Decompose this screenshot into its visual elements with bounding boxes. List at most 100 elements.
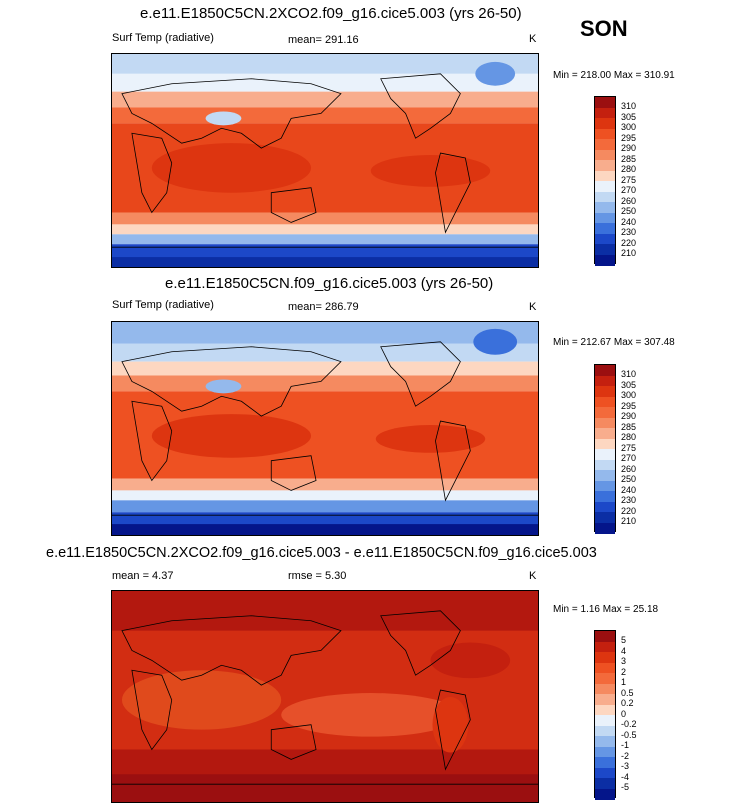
colorbar-label: 1: [621, 677, 627, 687]
cold-region: [205, 379, 242, 394]
colorbar-label: 230: [621, 495, 637, 505]
colorbar-swatch: [595, 746, 615, 758]
continent-outline: [380, 73, 461, 139]
colorbar-swatch: [595, 181, 615, 192]
colorbar-label: 240: [621, 216, 637, 227]
colorbar: 5 4 3 2 1 0.5 0.2 0 -0.2 -0.5 -1 -2 -3 -4 -5: [594, 630, 654, 800]
colorbar-swatch: [595, 428, 615, 439]
colorbar-swatch: [595, 704, 615, 716]
colorbar-swatch: [595, 470, 615, 481]
colorbar-swatch: [595, 788, 615, 800]
colorbar-swatch: [595, 212, 615, 224]
band: [112, 257, 538, 267]
warm-region: [151, 414, 312, 458]
colorbar-swatch: [595, 683, 615, 695]
season-label: SON: [580, 16, 628, 41]
cold-region: [473, 328, 518, 355]
continent-outline: [270, 724, 317, 760]
colorbar-swatch: [595, 757, 615, 768]
colorbar-label: 290: [621, 143, 637, 153]
colorbar-swatch: [595, 118, 615, 129]
colorbar-swatch: [595, 386, 615, 397]
colorbar-swatch: [595, 233, 615, 245]
unit-label: K: [529, 301, 537, 313]
colorbar-label: 295: [621, 400, 637, 411]
band: [112, 54, 538, 74]
colorbar: 310 305 300 295 290 285 280 275 270 260 250 240 230 2…: [594, 96, 654, 266]
colorbar-swatch: [595, 652, 615, 663]
colorbar-swatch: [595, 375, 615, 387]
colorbar-swatch: [595, 407, 615, 418]
diff-region: [432, 696, 469, 753]
colorbar-label: 260: [621, 195, 637, 206]
colorbar-label: 270: [621, 185, 637, 195]
colorbar-label: 230: [621, 227, 637, 237]
colorbar-swatch: [595, 522, 615, 534]
colorbar-label: 300: [621, 122, 637, 132]
continent-outline: [435, 420, 471, 502]
colorbar-swatch: [595, 160, 615, 171]
colorbar-swatch: [595, 459, 615, 471]
continent-outline: [380, 341, 461, 407]
colorbar-swatch: [595, 223, 615, 234]
cold-region: [205, 111, 242, 126]
colorbar-swatch: [595, 107, 615, 119]
colorbar-label: 210: [621, 516, 637, 526]
warm-region: [151, 143, 312, 193]
colorbar-swatch: [595, 97, 615, 108]
colorbar-label: -3: [621, 761, 630, 771]
colorbar-swatch: [595, 694, 615, 705]
colorbar-box: [594, 364, 616, 534]
continent-outline: [131, 400, 173, 482]
colorbar-label: 310: [621, 101, 637, 111]
continent-outline: [121, 615, 342, 686]
colorbar-swatch: [595, 149, 615, 161]
band: [112, 500, 538, 513]
minmax-label: Min = 218.00 Max = 310.91: [553, 70, 675, 81]
colorbar-label: 250: [621, 474, 637, 484]
colorbar-label: -4: [621, 771, 630, 782]
map-svg: [112, 591, 538, 802]
band: [112, 322, 538, 344]
colorbar-swatch: [595, 767, 615, 779]
colorbar-box: [594, 96, 616, 266]
continent-outline: [121, 78, 342, 149]
rmse-label: rmse = 5.30: [288, 570, 347, 582]
colorbar-swatch: [595, 491, 615, 502]
minmax-label: Min = 1.16 Max = 25.18: [553, 604, 659, 615]
band: [112, 343, 538, 362]
colorbar-swatch: [595, 365, 615, 376]
colorbar-label: 275: [621, 174, 637, 185]
colorbar-label: 240: [621, 484, 637, 495]
colorbar: 310 305 300 295 290 285 280 275 270 260 250 240 230 2…: [594, 364, 654, 534]
band: [112, 91, 538, 108]
minmax-label: Min = 212.67 Max = 307.48: [553, 337, 675, 348]
map-svg: [112, 322, 538, 535]
colorbar-swatch: [595, 417, 615, 429]
field-label: Surf Temp (radiative): [112, 299, 214, 311]
diff-region: [281, 693, 461, 737]
diff-region: [121, 670, 282, 730]
colorbar-swatch: [595, 396, 615, 408]
colorbar-label: 280: [621, 164, 637, 174]
continent-outline: [270, 455, 317, 491]
colorbar-label: 2: [621, 666, 627, 677]
panel-title: e.e11.E1850C5CN.2XCO2.f09_g16.cice5.003 …: [140, 5, 522, 22]
colorbar-label: 0.2: [621, 698, 634, 708]
colorbar-swatch: [595, 480, 615, 492]
colorbar-swatch: [595, 715, 615, 726]
band: [112, 361, 538, 376]
band: [112, 478, 538, 491]
band: [112, 524, 538, 535]
colorbar-swatch: [595, 254, 615, 266]
continent-outline: [131, 669, 173, 751]
colorbar-swatch: [595, 725, 615, 737]
colorbar-label: 305: [621, 379, 637, 390]
band: [112, 774, 538, 802]
unit-label: K: [529, 33, 537, 45]
colorbar-label: -2: [621, 750, 630, 761]
colorbar-label: 0.5: [621, 687, 634, 698]
colorbar-label: 3: [621, 656, 627, 666]
cold-region: [475, 61, 516, 86]
colorbar-swatch: [595, 512, 615, 523]
